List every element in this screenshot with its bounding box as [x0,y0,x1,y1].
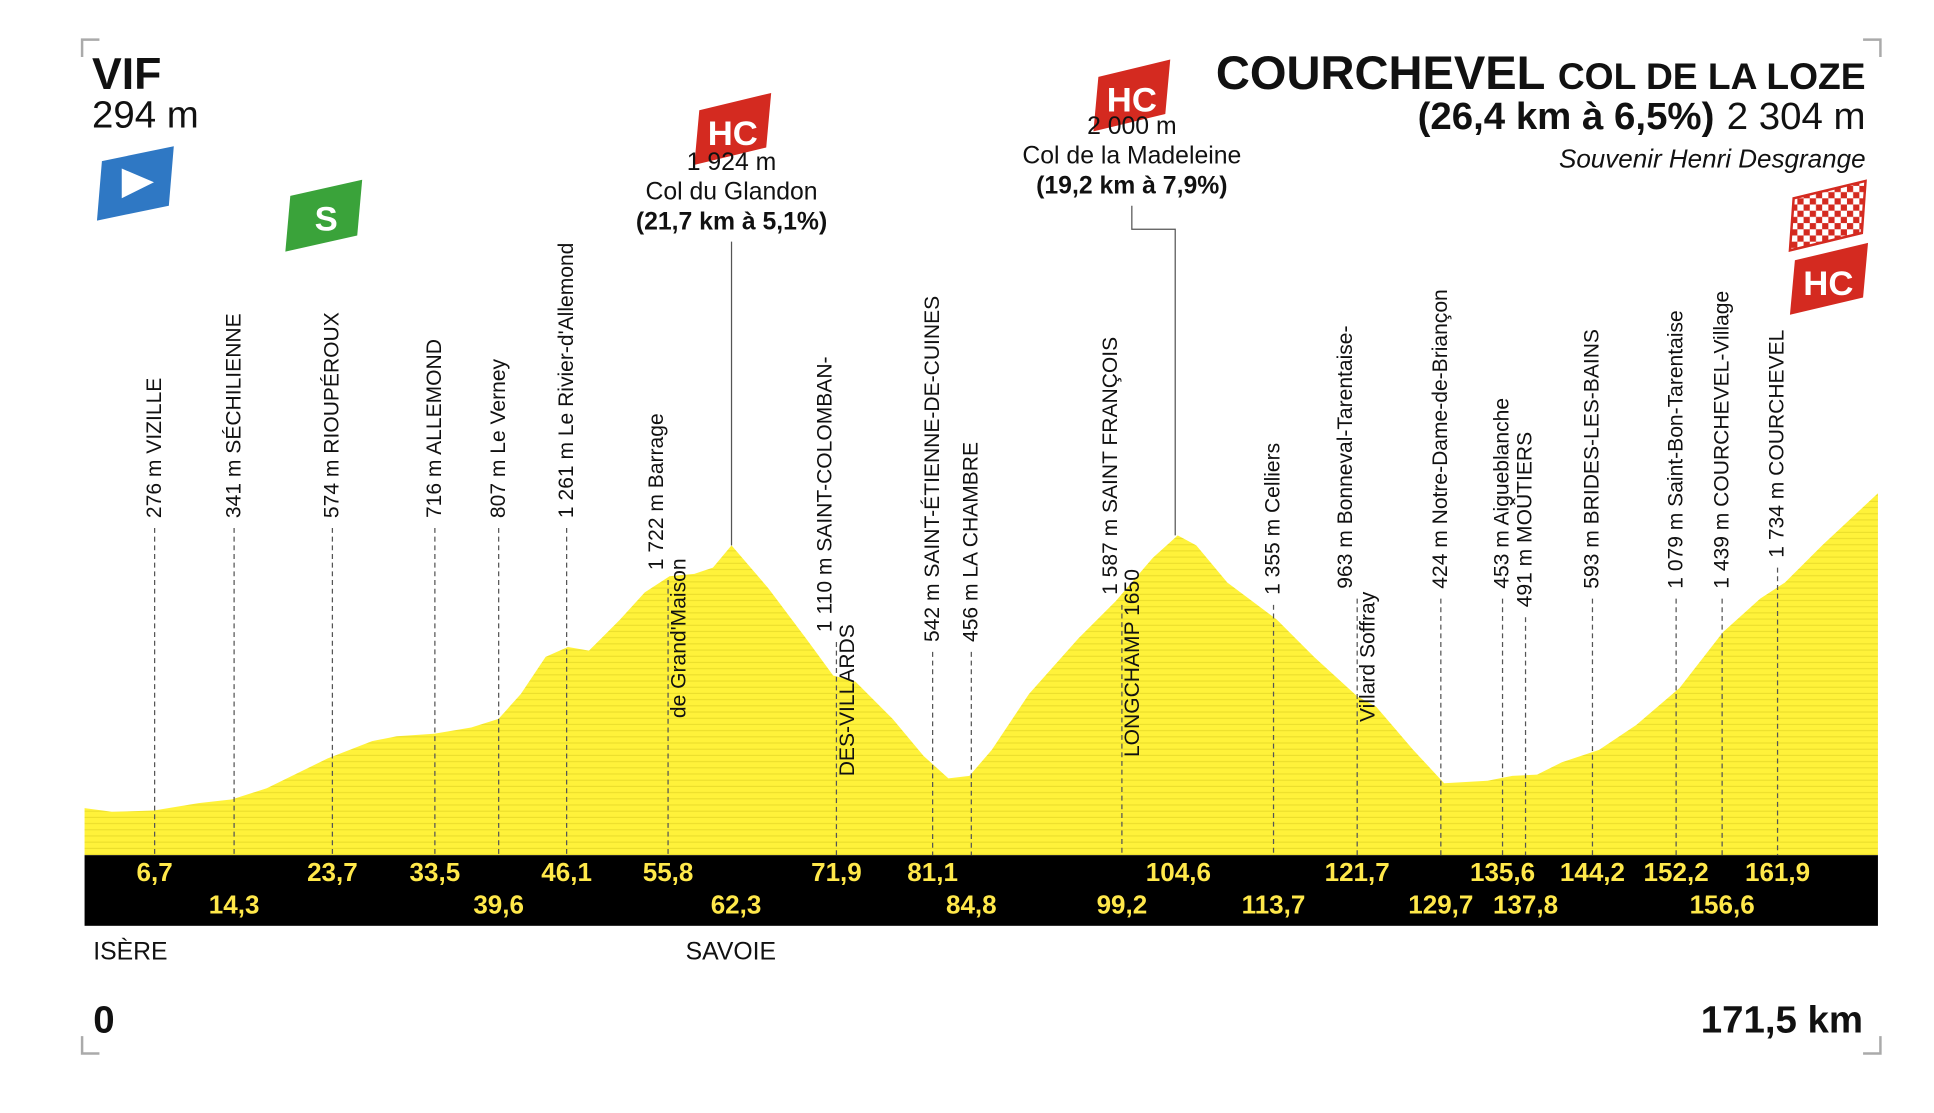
finish-subtitle: COL DE LA LOZE [1558,55,1866,97]
waypoint-label: 1 079 m Saint-Bon-Tarentaise [1664,310,1687,588]
climb-altitude: 1 924 m [687,149,777,176]
waypoint-label: 574 m RIOUPÉROUX [321,312,344,518]
finish-name: COURCHEVEL [1216,46,1546,99]
waypoint-km: 152,2 [1644,857,1709,887]
sprint-label: S [315,201,338,239]
hc-badge [694,92,772,165]
finish-hc-badge: HC [1789,242,1869,315]
climb-altitude: 2 000 m [1087,113,1177,140]
climb-detail: (19,2 km à 7,9%) [1036,172,1227,199]
waypoint-km: 39,6 [473,889,524,919]
waypoint-label: 1 110 m SAINT-COLOMBAN- [813,356,836,632]
waypoint-km: 137,8 [1493,889,1558,919]
waypoint-km: 129,7 [1408,889,1473,919]
distance-band [84,855,1878,926]
climb-detail: (21,7 km à 5,1%) [636,208,827,235]
waypoint-label: DES-VILLARDS [836,624,859,776]
waypoint-km: 33,5 [410,857,461,887]
waypoint-km: 71,9 [811,857,862,887]
finish-hc-label: HC [1803,265,1853,303]
waypoint-label: 341 m SÉCHILIENNE [222,313,245,518]
waypoint-km: 62,3 [711,889,762,919]
waypoint-km: 81,1 [907,857,958,887]
waypoint-label: 491 m MOÛTIERS [1514,432,1537,607]
finish-line: (26,4 km à 6,5%) 2 304 m [1418,95,1866,138]
waypoint-label: 807 m Le Verney [487,358,510,518]
waypoint-label: 1 734 m COURCHEVEL [1766,330,1789,558]
waypoint-label: 1 439 m COURCHEVEL-Village [1710,291,1733,589]
souvenir: Souvenir Henri Desgrange [1559,143,1866,173]
hc-label: HC [708,115,758,153]
department: SAVOIE [686,938,776,965]
distance-end: 171,5 km [1701,998,1863,1041]
start-altitude: 294 m [92,94,199,137]
waypoint-label: 716 m ALLEMOND [423,339,446,518]
finish-altitude: 2 304 m [1727,95,1866,138]
waypoint-km: 55,8 [643,857,694,887]
finish-climb: (26,4 km à 6,5%) [1418,95,1715,138]
waypoint-label: 1 261 m Le Rivier-d'Allemond [555,243,578,518]
waypoint-label: 963 m Bonneval-Tarentaise- [1334,325,1357,588]
climb-name: Col du Glandon [645,179,817,206]
waypoint-km: 46,1 [541,857,592,887]
waypoint-label: 542 m SAINT-ÉTIENNE-DE-CUINES [921,296,944,642]
waypoint-label: 453 m Aigueblanche [1491,398,1514,589]
start-name: VIF [92,50,161,99]
waypoint-km: 14,3 [209,889,260,919]
waypoint-label: 1 722 m Barrage [645,413,668,570]
waypoint-km: 6,7 [137,857,173,887]
finish-flag [1788,179,1867,252]
waypoint-label: 593 m BRIDES-LES-BAINS [1581,329,1604,589]
department: ISÈRE [93,938,167,965]
waypoint-km: 113,7 [1242,889,1306,919]
waypoint-label: 276 m VIZILLE [143,378,166,518]
waypoint-km: 99,2 [1097,889,1148,919]
waypoint-label: 424 m Notre-Dame-de-Briançon [1429,289,1452,588]
waypoint-km: 156,6 [1690,889,1755,919]
waypoint-label: 456 m LA CHAMBRE [960,442,983,642]
waypoint-km: 144,2 [1560,857,1625,887]
waypoint-label: LONGCHAMP 1650 [1121,569,1144,757]
hc-label: HC [1107,82,1157,120]
waypoint-label: 1 587 m SAINT FRANÇOIS [1099,337,1122,595]
waypoint-km: 135,6 [1470,857,1535,887]
climb-name: Col de la Madeleine [1022,143,1241,170]
frame [80,38,1882,1055]
sprint-badge: S [285,179,363,252]
start-badge [96,146,174,221]
elevation-profile [84,493,1878,856]
waypoint-km: 84,8 [946,889,997,919]
waypoint-km: 104,6 [1146,857,1211,887]
waypoint-km: 121,7 [1325,857,1390,887]
waypoint-km: 23,7 [307,857,358,887]
climb-leader [1131,205,1176,536]
distance-start: 0 [93,998,114,1041]
waypoint-label: Villard Soffray [1357,591,1380,722]
finish-title: COURCHEVEL COL DE LA LOZE [1216,46,1866,99]
waypoint-km: 161,9 [1745,857,1810,887]
waypoint-label: de Grand'Maison [667,558,690,718]
waypoint-label: 1 355 m Celliers [1262,443,1285,595]
hc-badge [1093,59,1171,132]
